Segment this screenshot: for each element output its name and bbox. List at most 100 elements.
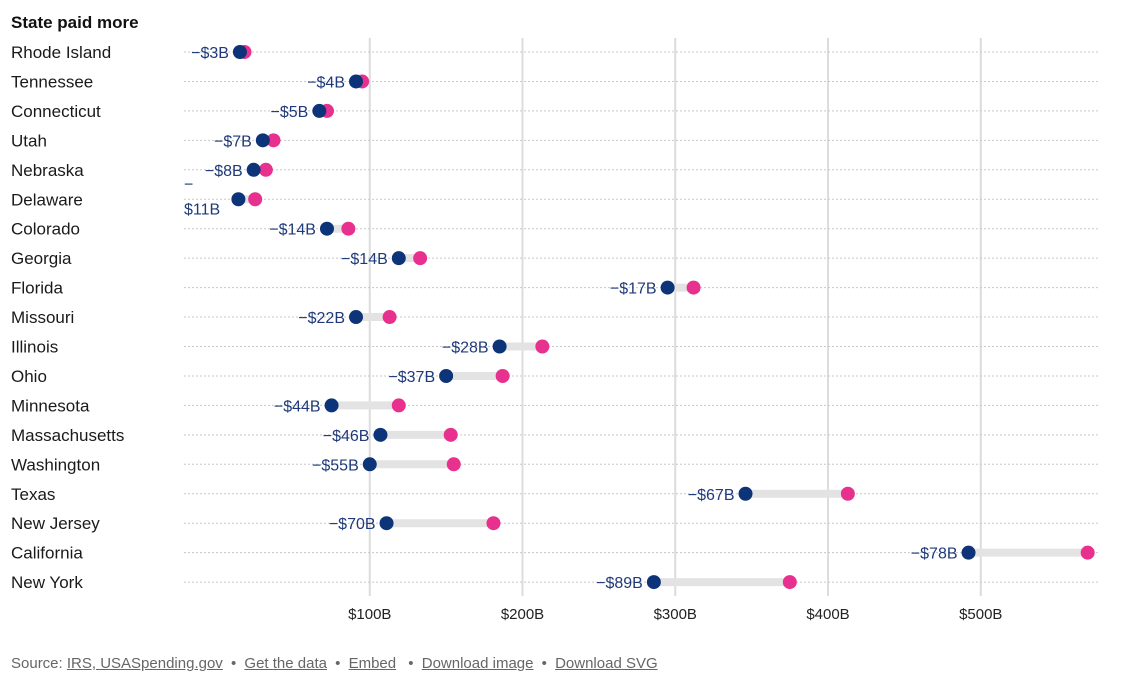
received-dot — [738, 486, 753, 501]
difference-label: −$7B — [214, 133, 252, 150]
paid-dot — [446, 457, 461, 472]
source-prefix: Source: — [11, 655, 63, 672]
chart-row: Nebraska −$8B — [11, 161, 1098, 180]
chart-row: Colorado −$14B — [11, 220, 1098, 239]
paid-dot — [495, 368, 510, 383]
paid-dot — [486, 516, 501, 531]
received-dot — [246, 162, 261, 177]
row-label: Georgia — [11, 249, 72, 268]
row-label: California — [11, 544, 83, 563]
difference-label: −$4B — [307, 74, 345, 91]
row-label: Rhode Island — [11, 43, 111, 62]
row-label: Florida — [11, 279, 64, 298]
received-dot — [373, 427, 388, 442]
row-label: Nebraska — [11, 161, 84, 180]
difference-label: −$3B — [191, 45, 229, 62]
row-label: Delaware — [11, 190, 83, 209]
difference-label: −$89B — [596, 575, 643, 592]
chart-row: Illinois −$28B — [11, 338, 1098, 357]
paid-dot — [382, 310, 397, 325]
chart-row: Texas −$67B — [11, 485, 1098, 504]
chart-title: State paid more — [11, 13, 139, 32]
x-tick-label: $500B — [959, 606, 1002, 623]
difference-label: −$67B — [688, 487, 735, 504]
received-dot — [231, 192, 246, 207]
chart-row: Florida −$17B — [11, 279, 1098, 298]
paid-dot — [391, 398, 406, 413]
chart-row: Massachusetts −$46B — [11, 426, 1098, 445]
embed-link[interactable]: Embed — [348, 655, 397, 672]
difference-label: −$8B — [205, 163, 243, 180]
received-dot — [255, 133, 270, 148]
dumbbell-chart: State paid more Rhode Island −$3B Tennesse… — [11, 13, 1098, 623]
difference-label: −$37B — [388, 369, 435, 386]
row-label: Colorado — [11, 220, 80, 239]
chart-row: Delaware − $11B — [11, 176, 1098, 218]
chart-row: California −$78B — [11, 544, 1098, 563]
chart-rows: Rhode Island −$3B Tennessee −$4B Connecticut… — [11, 43, 1098, 592]
received-dot — [349, 310, 364, 325]
paid-dot — [248, 192, 263, 207]
chart-row: Missouri −$22B — [11, 308, 1098, 327]
difference-label: −$14B — [341, 251, 388, 268]
difference-label: −$55B — [312, 457, 359, 474]
difference-label: −$44B — [274, 398, 321, 415]
download-svg-link[interactable]: Download SVG — [555, 655, 658, 672]
paid-dot — [413, 251, 428, 266]
x-axis: $100B $200B $300B $400B $500B — [348, 606, 1002, 623]
get-the-data-link[interactable]: Get the data — [244, 655, 327, 672]
received-dot — [646, 575, 661, 590]
difference-label: − $11B — [184, 176, 220, 218]
paid-dot — [686, 280, 701, 295]
paid-dot — [443, 427, 458, 442]
download-image-link[interactable]: Download image — [421, 655, 534, 672]
row-label: Connecticut — [11, 102, 101, 121]
paid-dot — [266, 133, 281, 148]
x-tick-label: $200B — [501, 606, 544, 623]
x-tick-label: $400B — [806, 606, 849, 623]
separator: • — [335, 655, 341, 672]
paid-dot — [840, 486, 855, 501]
received-dot — [492, 339, 507, 354]
chart-row: Rhode Island −$3B — [11, 43, 1098, 62]
row-label: Ohio — [11, 367, 47, 386]
row-label: Utah — [11, 131, 47, 150]
paid-dot — [535, 339, 550, 354]
received-dot — [349, 74, 364, 89]
row-label: New Jersey — [11, 514, 100, 533]
chart-row: New York −$89B — [11, 573, 1098, 592]
chart-row: Georgia −$14B — [11, 249, 1098, 268]
received-dot — [439, 368, 454, 383]
separator: • — [230, 655, 237, 672]
chart-footer: Source: IRS, USASpending.gov • Get the d… — [11, 655, 658, 672]
separator: • — [541, 655, 547, 672]
difference-label: −$5B — [271, 104, 309, 121]
row-label: Illinois — [11, 338, 58, 357]
received-dot — [660, 280, 675, 295]
row-label: Missouri — [11, 308, 74, 327]
chart-row: Utah −$7B — [11, 131, 1098, 150]
difference-label: −$22B — [298, 310, 345, 327]
separator: • — [408, 655, 414, 672]
x-tick-label: $100B — [348, 606, 391, 623]
row-label: Massachusetts — [11, 426, 124, 445]
received-dot — [961, 545, 976, 560]
chart-row: Minnesota −$44B — [11, 396, 1098, 415]
source-link[interactable]: IRS, USASpending.gov — [66, 655, 223, 672]
received-dot — [362, 457, 377, 472]
row-label: Tennessee — [11, 72, 93, 91]
difference-label: −$28B — [442, 340, 489, 357]
difference-label: −$14B — [269, 222, 316, 239]
x-tick-label: $300B — [654, 606, 697, 623]
row-label: Minnesota — [11, 396, 90, 415]
received-dot — [312, 103, 327, 118]
received-dot — [379, 516, 394, 531]
paid-dot — [782, 575, 797, 590]
paid-dot — [341, 221, 356, 236]
paid-dot — [1080, 545, 1095, 560]
chart-row: New Jersey −$70B — [11, 514, 1098, 533]
row-label: New York — [11, 573, 83, 592]
received-dot — [391, 251, 406, 266]
row-label: Texas — [11, 485, 55, 504]
received-dot — [232, 45, 247, 59]
